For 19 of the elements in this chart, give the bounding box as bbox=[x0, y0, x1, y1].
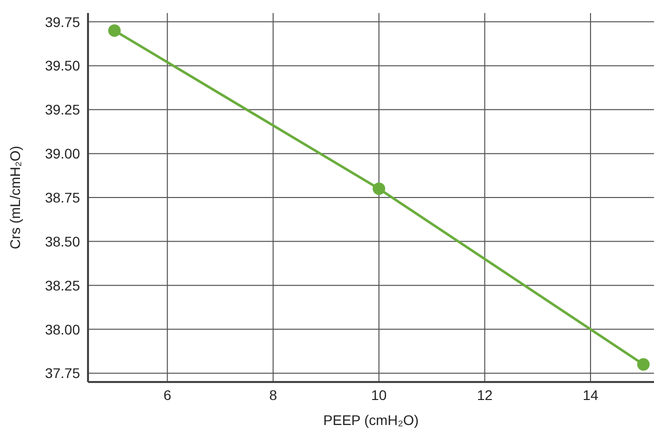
y-tick-label: 37.75 bbox=[44, 365, 80, 382]
y-tick-label: 38.50 bbox=[44, 233, 80, 250]
y-tick-label: 39.25 bbox=[44, 102, 80, 118]
x-tick-label: 6 bbox=[163, 386, 172, 403]
x-tick-label: 10 bbox=[371, 386, 387, 403]
y-axis-title: Crs (mL/cmH₂O) bbox=[6, 146, 23, 250]
y-tick-label: 38.75 bbox=[44, 189, 80, 206]
y-tick-label: 38.00 bbox=[44, 321, 80, 338]
x-tick-label: 14 bbox=[582, 386, 599, 403]
y-tick-label: 39.50 bbox=[44, 58, 80, 74]
x-tick-label: 8 bbox=[269, 386, 278, 403]
point bbox=[637, 358, 650, 371]
point bbox=[108, 24, 121, 37]
point bbox=[372, 182, 386, 195]
y-tick-label: 39.75 bbox=[44, 14, 80, 30]
x-axis-title: PEEP (cmH₂O) bbox=[323, 412, 419, 428]
x-tick-label: 12 bbox=[476, 386, 493, 403]
y-tick-label: 38.25 bbox=[44, 277, 80, 294]
y-tick-label: 39.00 bbox=[44, 146, 80, 162]
